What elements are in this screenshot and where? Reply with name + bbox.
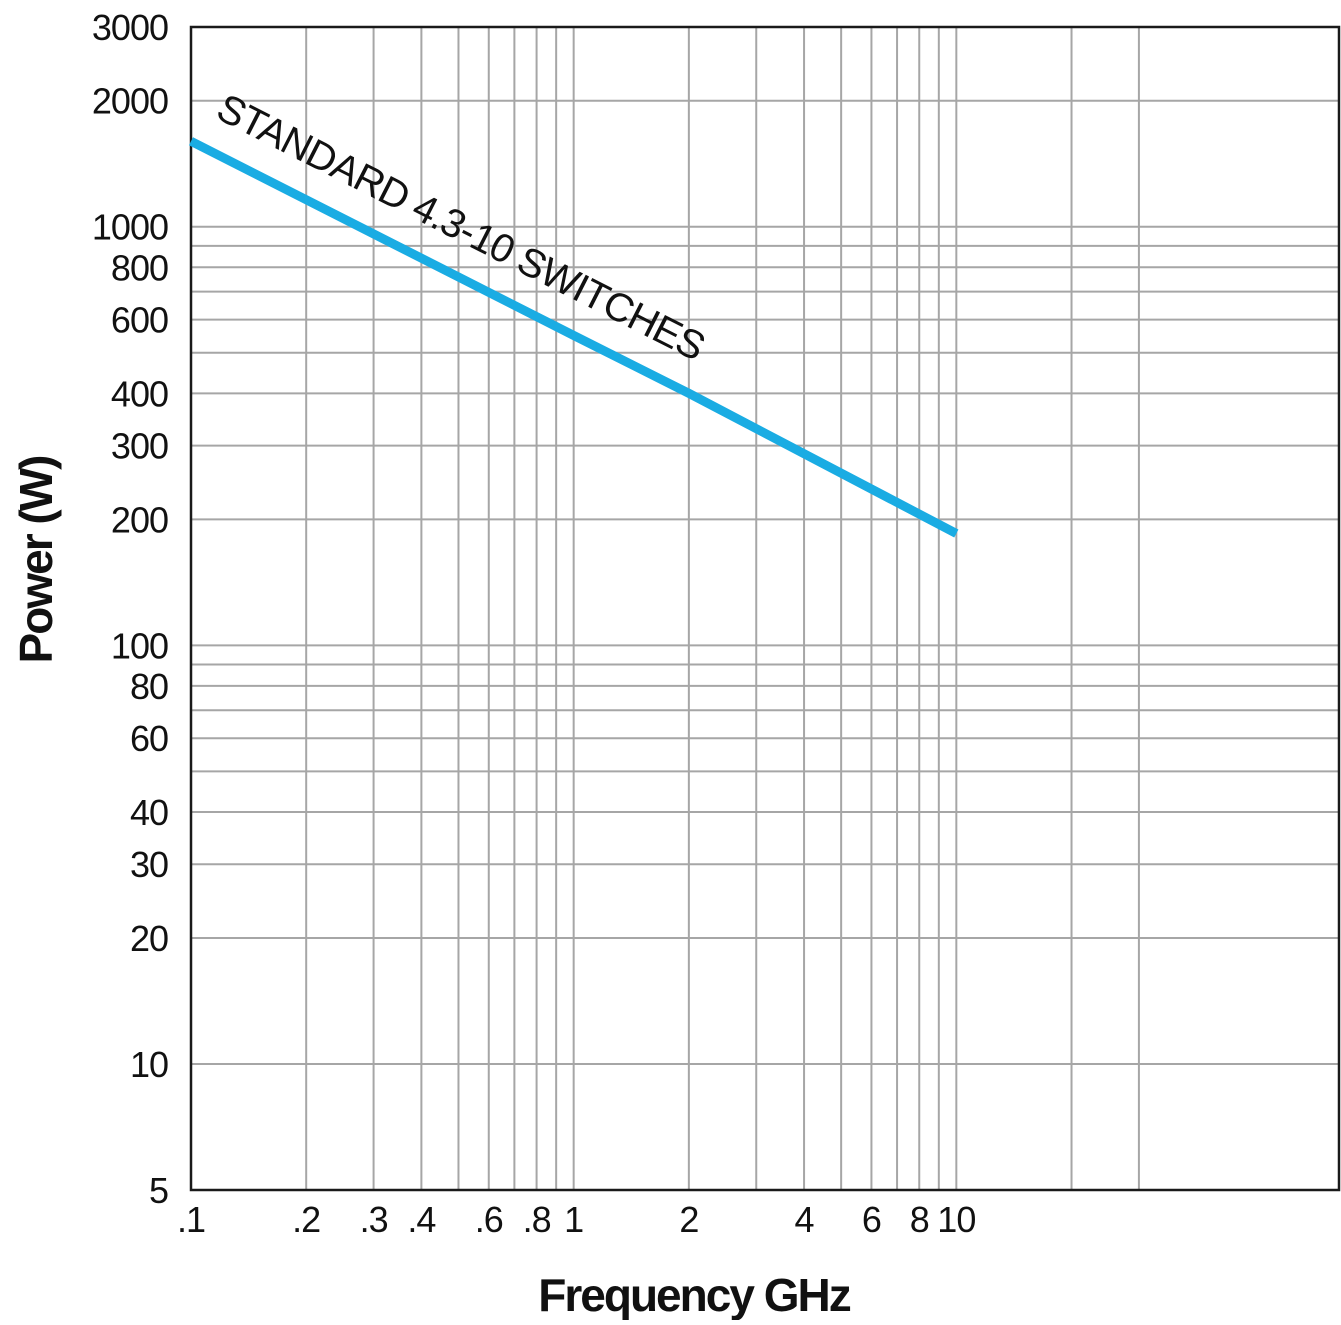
x-axis-title: Frequency GHz <box>538 1269 850 1320</box>
x-tick-label: 8 <box>910 1199 929 1240</box>
y-tick-label: 60 <box>130 718 168 759</box>
y-tick-label: 100 <box>111 625 168 666</box>
series-line <box>188 137 959 538</box>
y-tick-label: 300 <box>111 426 168 467</box>
y-tick-label: 200 <box>111 499 168 540</box>
x-tick-label: 1 <box>564 1199 583 1240</box>
x-tick-label: .6 <box>475 1199 503 1240</box>
x-tick-label: 6 <box>862 1199 881 1240</box>
series-layer <box>188 137 959 538</box>
y-tick-label: 80 <box>130 666 168 707</box>
x-tick-label: 2 <box>679 1199 698 1240</box>
x-tick-label: .1 <box>177 1199 205 1240</box>
plot-area-frame <box>189 25 1341 1192</box>
y-tick-label: 20 <box>130 918 168 959</box>
y-tick-label: 30 <box>130 844 168 885</box>
y-tick-label: 40 <box>130 792 168 833</box>
x-tick-label: 4 <box>795 1199 814 1240</box>
y-tick-label: 10 <box>130 1044 168 1085</box>
y-tick-label: 5 <box>149 1170 168 1211</box>
x-tick-label: .2 <box>292 1199 320 1240</box>
y-tick-label: 3000 <box>92 7 168 48</box>
grid-lines <box>191 27 1339 1190</box>
x-tick-label: .8 <box>523 1199 551 1240</box>
y-tick-label: 600 <box>111 300 168 341</box>
y-tick-label: 2000 <box>92 81 168 122</box>
y-tick-label: 400 <box>111 373 168 414</box>
y-tick-label: 1000 <box>92 207 168 248</box>
x-tick-label: .3 <box>360 1199 388 1240</box>
y-axis-title: Power (W) <box>10 456 62 664</box>
x-tick-label: 10 <box>937 1199 975 1240</box>
y-tick-label: 800 <box>111 247 168 288</box>
x-tick-label: .4 <box>407 1199 435 1240</box>
x-axis-tick-labels: .1 .2 .3 .4 .6 .8 1 2 4 6 8 10 <box>177 1199 976 1240</box>
